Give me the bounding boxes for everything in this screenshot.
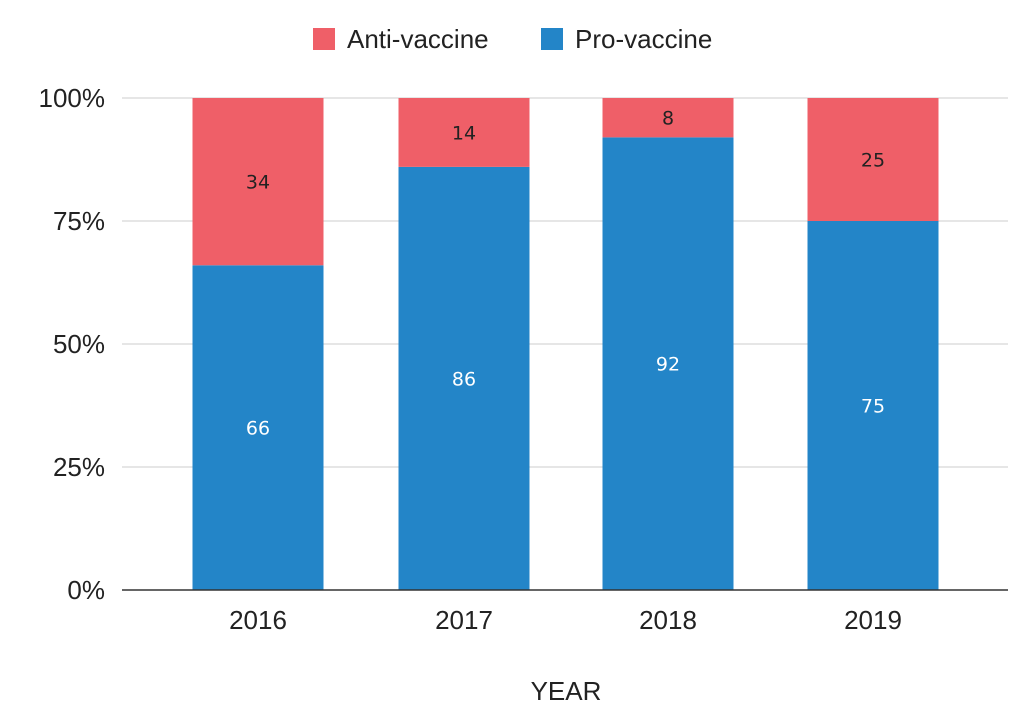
- data-label-pro-vaccine-2017: 86: [452, 368, 476, 390]
- bars: 66 34 86 14 92 8 75 25: [192, 98, 939, 591]
- x-tick-label: 2018: [639, 605, 697, 635]
- y-tick-label: 100%: [39, 83, 106, 113]
- x-axis-ticks: 2016 2017 2018 2019: [229, 605, 902, 635]
- data-label-pro-vaccine-2016: 66: [246, 418, 270, 440]
- legend-label-pro-vaccine: Pro-vaccine: [575, 24, 712, 54]
- data-label-pro-vaccine-2018: 92: [656, 354, 680, 376]
- bar-pro-vaccine-2016: [192, 265, 324, 590]
- data-label-anti-vaccine-2019: 25: [861, 150, 885, 172]
- legend: Anti-vaccine Pro-vaccine: [313, 24, 712, 54]
- y-tick-label: 0%: [67, 575, 105, 605]
- x-tick-label: 2016: [229, 605, 287, 635]
- legend-swatch-pro-vaccine: [541, 28, 563, 50]
- legend-label-anti-vaccine: Anti-vaccine: [347, 24, 489, 54]
- y-tick-label: 25%: [53, 452, 105, 482]
- x-tick-label: 2019: [844, 605, 902, 635]
- bar-pro-vaccine-2017: [398, 166, 530, 590]
- bar-anti-vaccine-2017: [398, 98, 530, 167]
- x-tick-label: 2017: [435, 605, 493, 635]
- bar-anti-vaccine-2018: [602, 98, 734, 138]
- y-tick-label: 75%: [53, 206, 105, 236]
- data-label-anti-vaccine-2017: 14: [452, 122, 476, 144]
- bar-pro-vaccine-2019: [807, 221, 939, 590]
- data-label-anti-vaccine-2016: 34: [246, 172, 270, 194]
- y-axis-ticks: 0% 25% 50% 75% 100%: [39, 83, 106, 605]
- legend-swatch-anti-vaccine: [313, 28, 335, 50]
- bar-pro-vaccine-2018: [602, 137, 734, 591]
- x-axis-title: YEAR: [531, 676, 602, 706]
- data-label-pro-vaccine-2019: 75: [861, 396, 885, 418]
- bar-anti-vaccine-2019: [807, 98, 939, 221]
- bar-anti-vaccine-2016: [192, 98, 324, 266]
- y-tick-label: 50%: [53, 329, 105, 359]
- data-label-anti-vaccine-2018: 8: [662, 108, 674, 130]
